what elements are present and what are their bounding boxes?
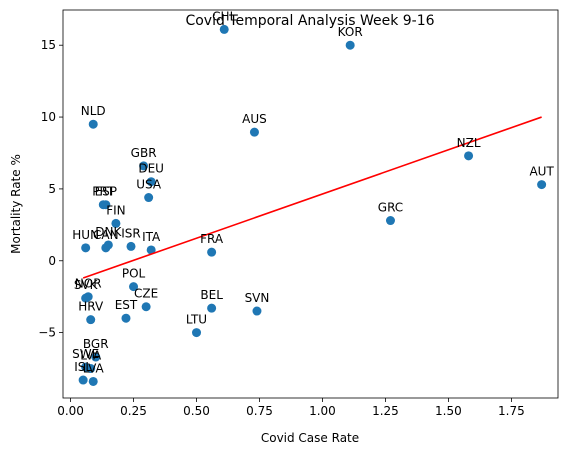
data-point: [88, 119, 98, 129]
data-point: [86, 364, 96, 374]
data-point: [249, 127, 259, 137]
point-label: ISL: [74, 360, 92, 374]
point-label: KOR: [338, 25, 363, 39]
point-label: SWE: [72, 347, 99, 361]
point-label: DNK: [95, 225, 122, 239]
point-label: GRC: [378, 201, 403, 215]
data-point: [207, 303, 217, 313]
point-label: FRA: [200, 232, 224, 246]
x-tick-label: 0.50: [183, 404, 210, 418]
data-point: [144, 193, 154, 203]
point-label: BGR: [83, 337, 109, 351]
y-tick-label: 0: [48, 254, 56, 268]
data-point: [126, 241, 136, 251]
point-label: NLD: [81, 104, 106, 118]
point-label: HUN: [72, 228, 99, 242]
data-point: [111, 218, 121, 228]
point-label: CZE: [134, 287, 158, 301]
point-label: NOR: [75, 277, 102, 291]
data-point: [139, 161, 149, 171]
x-tick-label: 1.50: [435, 404, 462, 418]
point-label: GBR: [131, 146, 157, 160]
data-point: [121, 313, 131, 323]
data-point: [129, 282, 139, 292]
data-point: [146, 177, 156, 187]
point-label: EST: [115, 298, 138, 312]
point-label: PRT: [92, 185, 115, 199]
data-point: [252, 306, 262, 316]
point-label: ITA: [142, 230, 161, 244]
point-label: CHL: [212, 9, 236, 23]
point-label: USA: [136, 178, 162, 192]
y-axis-label: Mortality Rate %: [9, 154, 23, 254]
point-label: LVA: [80, 349, 102, 363]
point-label: BEL: [200, 288, 223, 302]
x-tick-label: 1.25: [372, 404, 399, 418]
point-label: LTU: [186, 313, 207, 327]
data-point: [81, 243, 91, 253]
data-point: [146, 245, 156, 255]
data-point: [385, 216, 395, 226]
data-point: [219, 24, 229, 34]
x-axis: 0.00 0.25 0.50 0.75 1.00 1.25 1.50 1.75: [57, 398, 525, 418]
x-tick-label: 1.75: [498, 404, 525, 418]
chart-title: Covid Temporal Analysis Week 9-16: [185, 13, 434, 29]
x-tick-label: 0.00: [57, 404, 84, 418]
data-point: [464, 151, 474, 161]
y-tick-label: 5: [48, 182, 56, 196]
point-label: SVN: [245, 291, 270, 305]
data-point: [345, 40, 355, 50]
data-point: [98, 200, 108, 210]
point-label: AUS: [242, 112, 267, 126]
data-point: [141, 302, 151, 312]
data-point: [78, 375, 88, 385]
point-label: NZL: [457, 136, 481, 150]
x-axis-label: Covid Case Rate: [261, 431, 359, 445]
data-point: [91, 352, 101, 362]
point-label: FIN: [106, 203, 125, 217]
point-label: CAN: [93, 228, 119, 242]
point-label: POL: [122, 267, 146, 281]
data-point: [537, 180, 547, 190]
point-label: HRV: [78, 300, 104, 314]
point-label: LVA: [83, 361, 105, 375]
data-point: [103, 240, 113, 250]
y-tick-label: −5: [38, 326, 56, 340]
data-point: [207, 247, 217, 257]
y-tick-label: 15: [41, 38, 56, 52]
data-point: [81, 293, 91, 303]
point-label: AUT: [529, 165, 554, 179]
trend-line: [82, 116, 542, 279]
data-point: [192, 328, 202, 338]
x-tick-label: 0.75: [246, 404, 273, 418]
x-tick-label: 0.25: [120, 404, 147, 418]
y-tick-label: 10: [41, 110, 56, 124]
point-label: ESP: [95, 185, 117, 199]
plot-frame: [62, 9, 559, 399]
data-point: [88, 376, 98, 386]
y-axis: −5 0 5 10 15: [38, 38, 63, 340]
data-point: [86, 315, 96, 325]
point-label: DEU: [138, 162, 164, 176]
point-label: ISR: [121, 226, 141, 240]
x-tick-label: 1.00: [309, 404, 336, 418]
point-label: SVK: [74, 278, 99, 292]
